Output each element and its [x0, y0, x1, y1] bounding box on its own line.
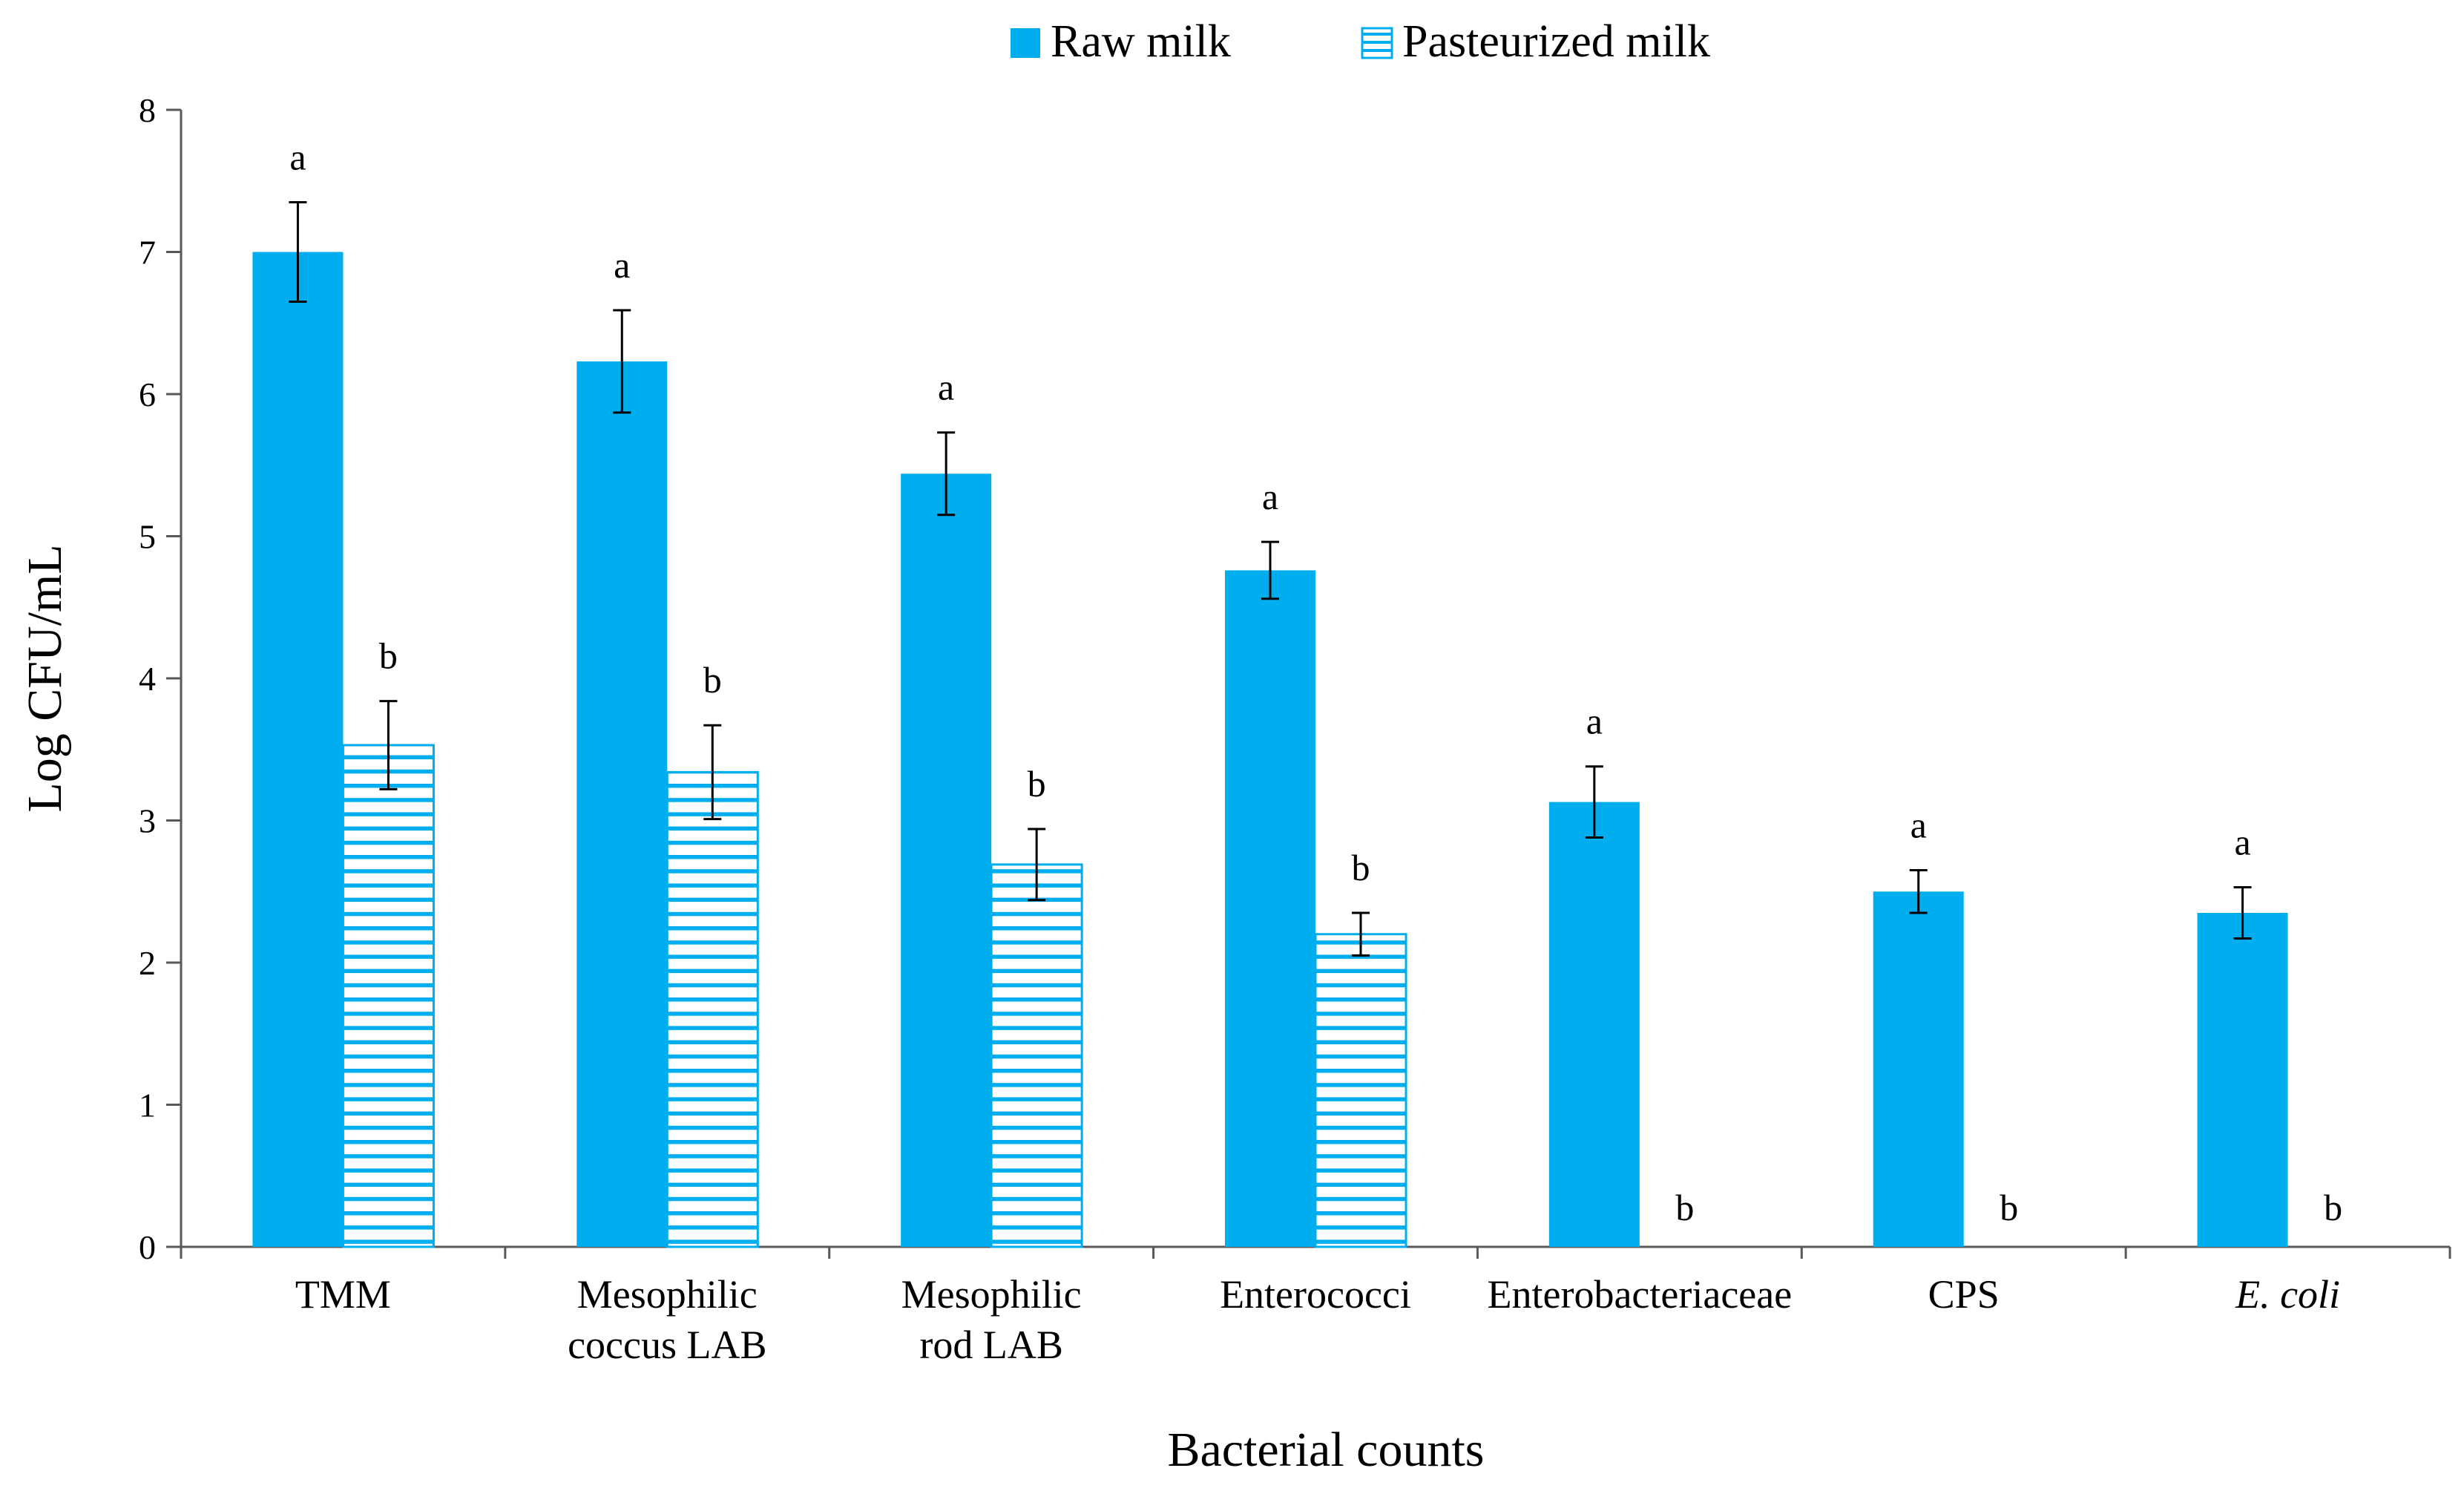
y-tick-label: 2 [139, 944, 156, 982]
bar-raw [576, 361, 668, 1248]
y-tick-label: 4 [139, 660, 156, 698]
category-label-line: TMM [295, 1272, 391, 1317]
bar-raw [1873, 891, 1964, 1247]
y-axis-title: Log CFU/mL [18, 544, 72, 812]
category-label-line: Mesophilic [901, 1272, 1082, 1317]
legend-swatch-solid [1011, 28, 1040, 58]
significance-label: b [1675, 1187, 1694, 1228]
significance-label: a [1262, 476, 1278, 517]
significance-label: a [614, 244, 630, 286]
category-label: TMM [295, 1272, 391, 1317]
significance-label: a [1586, 701, 1603, 742]
significance-label: a [938, 367, 954, 408]
significance-label: a [289, 136, 306, 177]
y-tick-label: 5 [139, 518, 156, 556]
significance-label: b [1352, 847, 1370, 888]
labels: 0 1 2 3 4 5 6 7 8 a a a a a a a b b b b b b b TMM Mesophilic cocc… [18, 91, 2342, 1477]
category-label-line: coccus LAB [568, 1323, 766, 1367]
bar-raw [901, 474, 992, 1247]
bar-pasteurized [1314, 933, 1407, 1248]
category-label: E. coli [2235, 1272, 2340, 1317]
bars [252, 200, 2288, 1248]
significance-label: b [703, 659, 722, 701]
significance-label: b [379, 635, 398, 677]
bar-raw [1548, 802, 1640, 1247]
y-tick-label: 6 [139, 376, 156, 413]
legend-swatch-striped [1361, 27, 1393, 59]
category-label: CPS [1928, 1272, 2000, 1317]
significance-label: b [2000, 1187, 2018, 1228]
legend: Raw milk Pasteurized milk [1011, 16, 1710, 67]
category-label-line: E. coli [2235, 1272, 2340, 1317]
y-tick-label: 8 [139, 91, 156, 129]
category-label: Enterobacteriaceae [1488, 1272, 1793, 1317]
x-axis-title: Bacterial counts [1167, 1423, 1484, 1477]
legend-label: Raw milk [1051, 16, 1231, 67]
bar-raw [2197, 912, 2288, 1247]
significance-label: a [1911, 805, 1927, 846]
y-tick-label: 3 [139, 802, 156, 840]
category-label: Mesophilic rod LAB [901, 1272, 1082, 1367]
category-label-line: rod LAB [919, 1323, 1062, 1367]
legend-label: Pasteurized milk [1402, 16, 1710, 67]
category-label-line: CPS [1928, 1272, 2000, 1317]
bar-raw [1225, 570, 1315, 1247]
category-label-line: Enterococci [1220, 1272, 1411, 1317]
y-tick-label: 1 [139, 1087, 156, 1124]
category-label: Mesophilic coccus LAB [568, 1272, 766, 1367]
y-tick-label: 0 [139, 1228, 156, 1266]
legend-item-pasteurized: Pasteurized milk [1361, 16, 1710, 67]
category-label: Enterococci [1220, 1272, 1411, 1317]
y-tick-label: 7 [139, 234, 156, 272]
bar-raw [252, 252, 344, 1247]
category-label-line: Mesophilic [577, 1272, 758, 1317]
bar-pasteurized [990, 863, 1083, 1248]
significance-label: b [2324, 1187, 2342, 1228]
significance-label: a [2234, 822, 2250, 863]
legend-item-raw: Raw milk [1011, 16, 1231, 67]
category-label-line: Enterobacteriaceae [1488, 1272, 1793, 1317]
bar-pasteurized [341, 744, 435, 1248]
significance-label: b [1028, 763, 1046, 805]
bar-pasteurized [666, 770, 759, 1248]
